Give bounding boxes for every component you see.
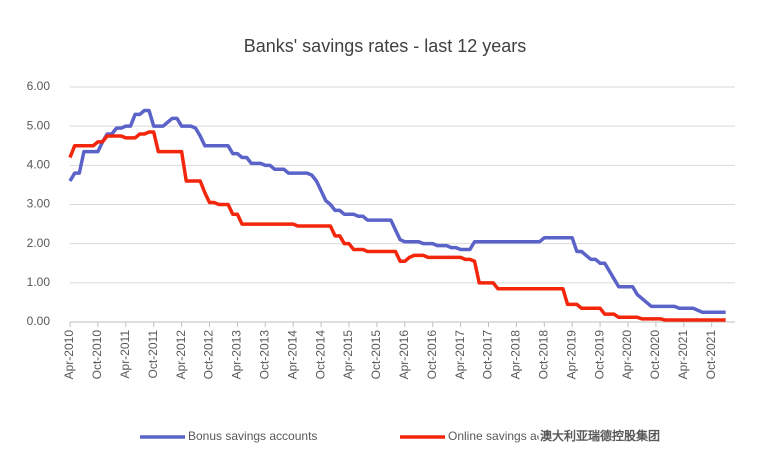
x-tick-label: Apr-2017 xyxy=(453,330,467,380)
x-tick-label: Apr-2021 xyxy=(676,330,690,380)
y-tick-label: 4.00 xyxy=(27,158,51,172)
y-tick-label: 6.00 xyxy=(27,79,51,93)
x-tick-label: Oct-2021 xyxy=(704,330,718,380)
x-tick-label: Oct-2014 xyxy=(313,330,327,380)
x-tick-label: Apr-2016 xyxy=(397,330,411,380)
x-tick-label: Oct-2018 xyxy=(536,330,550,380)
x-tick-label: Apr-2019 xyxy=(564,330,578,380)
legend-label: Online savings accounts xyxy=(448,429,578,443)
x-tick-label: Apr-2010 xyxy=(62,330,76,380)
y-tick-label: 1.00 xyxy=(27,275,51,289)
x-tick-label: Oct-2017 xyxy=(481,330,495,380)
x-tick-label: Apr-2012 xyxy=(174,330,188,380)
x-tick-label: Oct-2010 xyxy=(90,330,104,380)
legend-label: Bonus savings accounts xyxy=(188,429,317,443)
y-tick-label: 3.00 xyxy=(27,197,51,211)
y-tick-label: 0.00 xyxy=(27,314,51,328)
y-tick-label: 5.00 xyxy=(27,118,51,132)
x-tick-label: Apr-2015 xyxy=(341,330,355,380)
x-tick-label: Oct-2019 xyxy=(592,330,606,380)
x-tick-label: Oct-2015 xyxy=(369,330,383,380)
y-tick-label: 2.00 xyxy=(27,236,51,250)
x-tick-label: Oct-2020 xyxy=(648,330,662,380)
x-tick-label: Apr-2013 xyxy=(230,330,244,380)
x-tick-label: Oct-2011 xyxy=(146,330,160,379)
series-line xyxy=(68,130,726,322)
series-line xyxy=(68,108,726,314)
watermark: 澳大利亚瑞德控股集团 xyxy=(540,428,660,443)
x-tick-label: Oct-2016 xyxy=(425,330,439,380)
x-tick-label: Oct-2013 xyxy=(257,330,271,380)
x-tick-label: Apr-2020 xyxy=(620,330,634,380)
chart-title: Banks' savings rates - last 12 years xyxy=(244,36,527,56)
x-tick-label: Apr-2014 xyxy=(285,330,299,380)
x-tick-label: Apr-2011 xyxy=(118,330,132,379)
x-tick-label: Apr-2018 xyxy=(509,330,523,380)
x-tick-label: Oct-2012 xyxy=(202,330,216,380)
